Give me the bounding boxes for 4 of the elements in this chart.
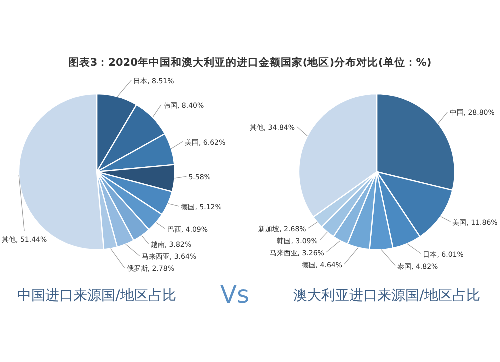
text: 图表3：2020年中国和澳大利亚的进口金额国家(地区)分布对比(单位：%) — [68, 56, 432, 69]
text: 中国进口来源国/地区占比 — [18, 288, 176, 304]
text: Vs — [220, 281, 250, 309]
text: 澳大利亚进口来源国/地区占比 — [294, 288, 480, 304]
